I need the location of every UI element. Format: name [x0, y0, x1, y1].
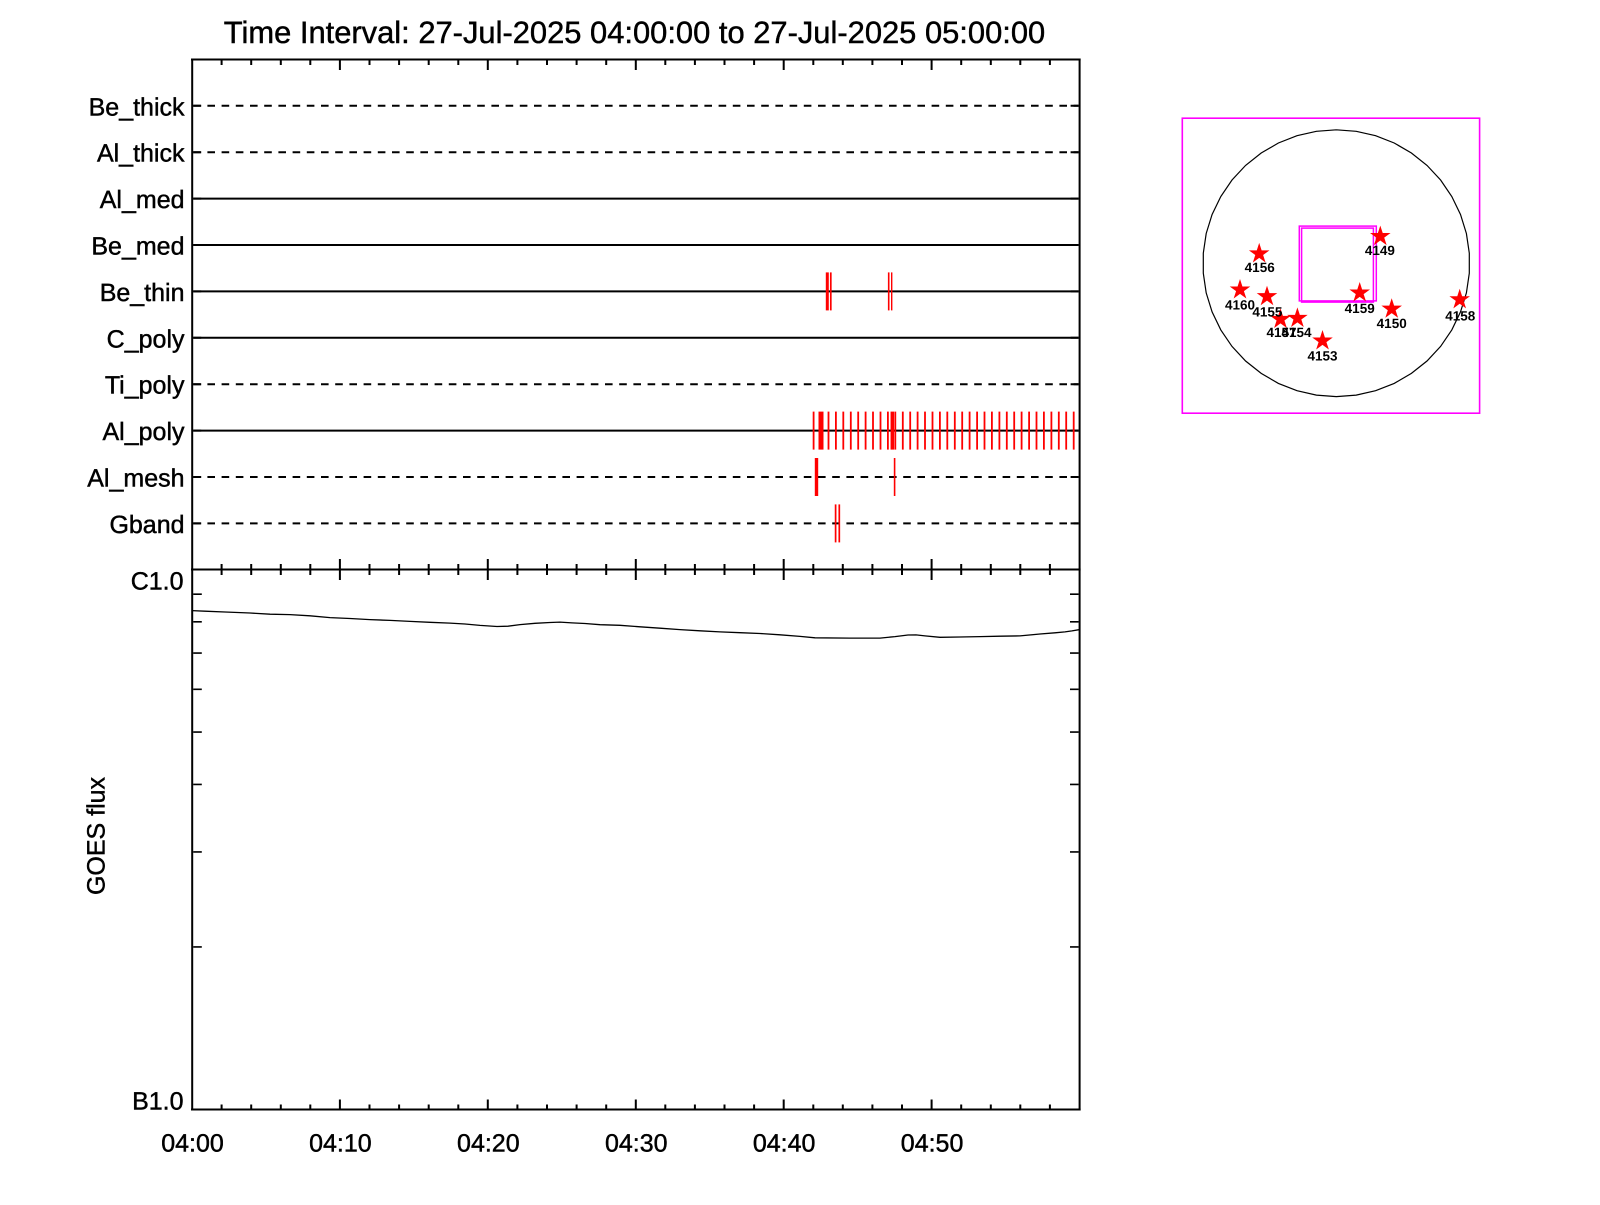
svg-text:4154: 4154: [1281, 325, 1312, 340]
svg-text:04:00: 04:00: [161, 1130, 224, 1158]
svg-text:04:50: 04:50: [901, 1130, 964, 1158]
svg-text:04:20: 04:20: [457, 1130, 520, 1158]
svg-text:4157: 4157: [1266, 325, 1296, 340]
svg-text:4158: 4158: [1445, 309, 1476, 324]
svg-text:4160: 4160: [1225, 298, 1255, 313]
svg-text:4156: 4156: [1245, 260, 1276, 275]
svg-text:C_poly: C_poly: [107, 325, 185, 353]
svg-text:Ti_poly: Ti_poly: [105, 372, 185, 400]
svg-text:Be_thick: Be_thick: [89, 93, 185, 121]
svg-text:Be_thin: Be_thin: [100, 279, 185, 307]
svg-text:04:30: 04:30: [605, 1130, 668, 1158]
svg-text:Be_med: Be_med: [91, 233, 184, 261]
svg-text:4159: 4159: [1345, 301, 1375, 316]
svg-text:Gband: Gband: [109, 511, 184, 539]
svg-text:Time Interval: 27-Jul-2025 04:: Time Interval: 27-Jul-2025 04:00:00 to 2…: [224, 15, 1045, 50]
svg-text:Al_thick: Al_thick: [97, 140, 185, 168]
svg-text:C1.0: C1.0: [131, 568, 184, 596]
svg-text:Al_mesh: Al_mesh: [87, 465, 184, 493]
svg-text:B1.0: B1.0: [132, 1088, 183, 1116]
svg-text:4150: 4150: [1377, 316, 1407, 331]
svg-text:04:10: 04:10: [309, 1130, 372, 1158]
svg-text:Al_poly: Al_poly: [103, 418, 185, 446]
svg-text:GOES flux: GOES flux: [83, 776, 111, 895]
svg-text:4153: 4153: [1307, 349, 1338, 364]
svg-text:4149: 4149: [1365, 243, 1395, 258]
svg-text:04:40: 04:40: [753, 1130, 816, 1158]
svg-text:Al_med: Al_med: [100, 186, 185, 214]
svg-text:4155: 4155: [1252, 305, 1283, 320]
